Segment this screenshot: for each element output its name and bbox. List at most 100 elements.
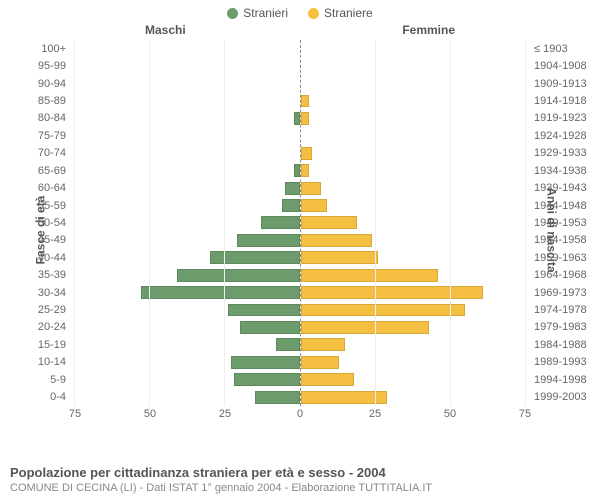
bar-row [301, 75, 526, 92]
bar-female [301, 391, 388, 404]
bar-male [276, 338, 300, 351]
bar-row [301, 319, 526, 336]
birth-label: 1964-1968 [530, 266, 600, 283]
bar-female [301, 182, 322, 195]
bar-female [301, 286, 484, 299]
bar-row [301, 162, 526, 179]
bar-male [228, 304, 300, 317]
footer: Popolazione per cittadinanza straniera p… [10, 465, 590, 494]
bar-row [75, 57, 300, 74]
bar-male [141, 286, 300, 299]
legend-item-female: Straniere [308, 6, 373, 20]
age-label: 55-59 [0, 197, 70, 214]
grid-line [450, 40, 451, 406]
age-label: 20-24 [0, 319, 70, 336]
x-tick: 0 [297, 408, 303, 420]
bar-row [301, 127, 526, 144]
age-label: 25-29 [0, 301, 70, 318]
bar-female [301, 199, 328, 212]
birth-label: 1969-1973 [530, 284, 600, 301]
bar-male [285, 182, 300, 195]
bar-row [301, 388, 526, 405]
birth-label: 1999-2003 [530, 388, 600, 405]
bar-row [75, 266, 300, 283]
bar-row [75, 127, 300, 144]
chart-subtitle: COMUNE DI CECINA (LI) - Dati ISTAT 1° ge… [10, 482, 590, 494]
bar-row [75, 179, 300, 196]
age-label: 60-64 [0, 179, 70, 196]
bar-female [301, 338, 346, 351]
bar-female [301, 216, 358, 229]
x-tick: 75 [69, 408, 81, 420]
bar-female [301, 251, 379, 264]
age-label: 95-99 [0, 57, 70, 74]
bar-row [75, 319, 300, 336]
birth-label: 1914-1918 [530, 92, 600, 109]
age-label: 65-69 [0, 162, 70, 179]
bar-male [177, 269, 300, 282]
age-label: 100+ [0, 40, 70, 57]
bar-row [75, 75, 300, 92]
age-label: 40-44 [0, 249, 70, 266]
birth-label: 1934-1938 [530, 162, 600, 179]
bar-row [301, 354, 526, 371]
bar-female [301, 373, 355, 386]
grid-line [375, 40, 376, 406]
x-tick: 50 [144, 408, 156, 420]
birth-label: ≤ 1903 [530, 40, 600, 57]
legend: Stranieri Straniere [0, 0, 600, 20]
age-label: 45-49 [0, 232, 70, 249]
age-label: 80-84 [0, 110, 70, 127]
birth-label: 1904-1908 [530, 57, 600, 74]
bar-row [301, 214, 526, 231]
bar-row [301, 40, 526, 57]
bar-row [75, 388, 300, 405]
bar-row [301, 336, 526, 353]
bar-male [294, 164, 300, 177]
bar-row [75, 92, 300, 109]
bar-female [301, 234, 373, 247]
age-label: 75-79 [0, 127, 70, 144]
bar-row [301, 284, 526, 301]
bar-female [301, 269, 439, 282]
bar-row [301, 57, 526, 74]
bar-row [75, 162, 300, 179]
bar-male [255, 391, 300, 404]
bar-row [75, 232, 300, 249]
bar-row [301, 371, 526, 388]
bar-row [75, 284, 300, 301]
bar-male [294, 112, 300, 125]
bar-female [301, 304, 466, 317]
grid-line [224, 40, 225, 406]
bar-male [234, 373, 300, 386]
age-label: 70-74 [0, 145, 70, 162]
birth-label: 1994-1998 [530, 371, 600, 388]
bar-male [240, 321, 300, 334]
age-label: 0-4 [0, 388, 70, 405]
bar-row [301, 110, 526, 127]
bar-row [75, 354, 300, 371]
x-axis-ticks: 7550250255075 [75, 408, 525, 422]
bar-row [301, 197, 526, 214]
bar-row [75, 110, 300, 127]
age-label: 50-54 [0, 214, 70, 231]
bar-male [237, 234, 300, 247]
male-half [75, 40, 301, 406]
bar-row [301, 145, 526, 162]
bar-female [301, 95, 310, 108]
bar-row [75, 336, 300, 353]
bar-row [75, 371, 300, 388]
legend-item-male: Stranieri [227, 6, 288, 20]
birth-label: 1954-1958 [530, 232, 600, 249]
birth-label: 1919-1923 [530, 110, 600, 127]
legend-label-female: Straniere [324, 6, 373, 20]
bar-row [75, 197, 300, 214]
age-label: 30-34 [0, 284, 70, 301]
age-label: 85-89 [0, 92, 70, 109]
age-label: 5-9 [0, 371, 70, 388]
bar-row [301, 266, 526, 283]
birth-label: 1974-1978 [530, 301, 600, 318]
circle-icon [308, 8, 319, 19]
y-labels-age: 100+95-9990-9485-8980-8475-7970-7465-696… [0, 40, 70, 406]
age-label: 90-94 [0, 75, 70, 92]
